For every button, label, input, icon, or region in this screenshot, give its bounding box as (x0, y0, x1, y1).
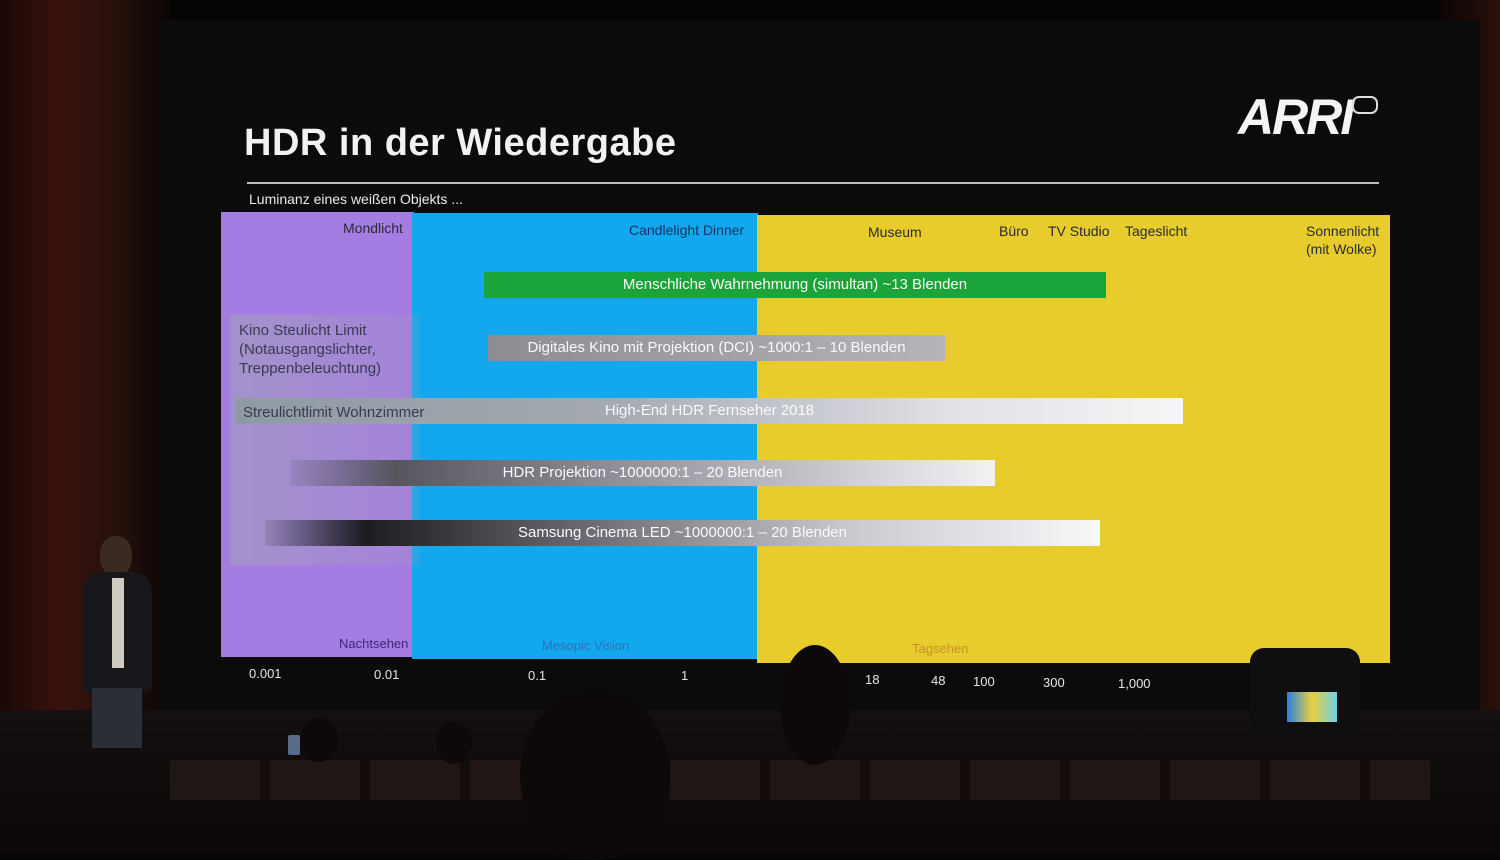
audience-head (436, 722, 472, 764)
label-mondlicht: Mondlicht (343, 220, 403, 236)
tick-01: 0.1 (528, 668, 547, 683)
logo-badge (1352, 96, 1378, 114)
label-sonnenlicht: Sonnenlicht (1306, 223, 1380, 239)
label-tv-studio: TV Studio (1048, 223, 1110, 239)
presenter-head (100, 536, 132, 576)
presenter-legs (92, 688, 142, 748)
zone-label-night: Nachtsehen (339, 636, 409, 651)
title-divider (247, 182, 1379, 184)
label-candlelight: Candlelight Dinner (629, 222, 745, 238)
slide-subtitle: Luminanz eines weißen Objekts ... (249, 191, 463, 207)
tick-1: 1 (681, 668, 689, 683)
scotopic-zone-lower (245, 560, 425, 657)
tick-48: 48 (931, 673, 946, 688)
label-tageslicht: Tageslicht (1125, 223, 1188, 239)
bar-cinema-led: Samsung Cinema LED ~1000000:1 – 20 Blend… (265, 520, 1100, 546)
audience-head-center (520, 690, 670, 860)
zone-label-mesopic: Mesopic Vision (542, 638, 630, 653)
presenter-shirt (112, 578, 124, 668)
tick-0001: 0.001 (249, 666, 282, 681)
photographer-silhouette (780, 645, 850, 765)
camera-screen (1287, 692, 1337, 722)
phone-screen (288, 735, 300, 755)
note-kino-line2: (Notausgangslichter, (239, 341, 376, 358)
note-wohnzimmer: Streulichtlimit Wohnzimmer (243, 404, 425, 421)
slide-title: HDR in der Wiedergabe (244, 122, 677, 164)
presenter (70, 530, 170, 748)
tick-100: 100 (973, 674, 995, 689)
tick-300: 300 (1043, 675, 1065, 690)
tick-001: 0.01 (374, 667, 400, 682)
zone-label-day: Tagsehen (912, 641, 969, 656)
audience-head (300, 718, 338, 762)
bar-hdr-projection: HDR Projektion ~1000000:1 – 20 Blenden (290, 460, 995, 486)
tick-1000: 1,000 (1118, 676, 1151, 691)
bar-hdr-tv: High-End HDR Fernseher 2018 (236, 398, 1183, 424)
label-buero: Büro (999, 223, 1029, 239)
bar-dci-cinema: Digitales Kino mit Projektion (DCI) ~100… (488, 335, 945, 361)
note-kino-line1: Kino Steulicht Limit (239, 322, 367, 339)
seat-row (170, 760, 1430, 800)
arri-logo: ARRI (1238, 89, 1354, 145)
tick-18: 18 (865, 672, 880, 687)
bar-human-perception: Menschliche Wahrnehmung (simultan) ~13 B… (484, 272, 1106, 298)
label-mit-wolke: (mit Wolke) (1306, 241, 1377, 257)
label-museum: Museum (868, 224, 922, 240)
note-kino-line3: Treppenbeleuchtung) (239, 360, 382, 377)
